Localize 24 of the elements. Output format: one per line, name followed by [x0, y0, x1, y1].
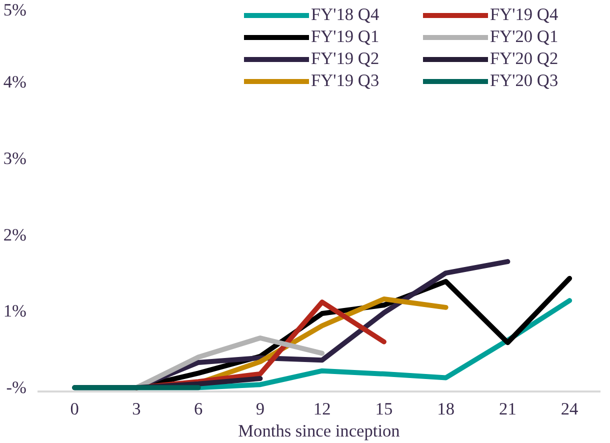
legend-label: FY'18 Q4	[311, 5, 380, 25]
legend-label: FY'20 Q1	[490, 27, 560, 47]
x-tick-label: 24	[560, 400, 579, 418]
y-tick-label: 5%	[3, 0, 27, 20]
y-tick-label: -%	[6, 378, 27, 398]
y-tick-label: 3%	[3, 148, 27, 168]
x-tick-label: 0	[70, 400, 79, 418]
x-tick-label: 6	[194, 400, 204, 418]
legend-label: FY'19 Q1	[311, 27, 380, 47]
legend-label: FY'19 Q3	[311, 71, 380, 91]
y-tick-label: 1%	[3, 302, 27, 321]
x-tick-label: 15	[375, 400, 393, 418]
legend-label: FY'20 Q3	[490, 71, 560, 91]
y-tick-label: 4%	[3, 72, 27, 92]
legend-label: FY'20 Q2	[490, 49, 560, 69]
x-axis-title: Months since inception	[238, 422, 400, 440]
x-tick-label: 3	[132, 400, 141, 418]
legend-label: FY'19 Q4	[490, 5, 560, 25]
x-tick-label: 18	[437, 400, 454, 418]
x-tick-label: 9	[256, 400, 265, 418]
y-tick-label: 2%	[3, 225, 27, 244]
x-tick-label: 12	[313, 400, 331, 418]
legend-label: FY'19 Q2	[311, 49, 380, 69]
x-tick-label: 21	[499, 400, 516, 418]
